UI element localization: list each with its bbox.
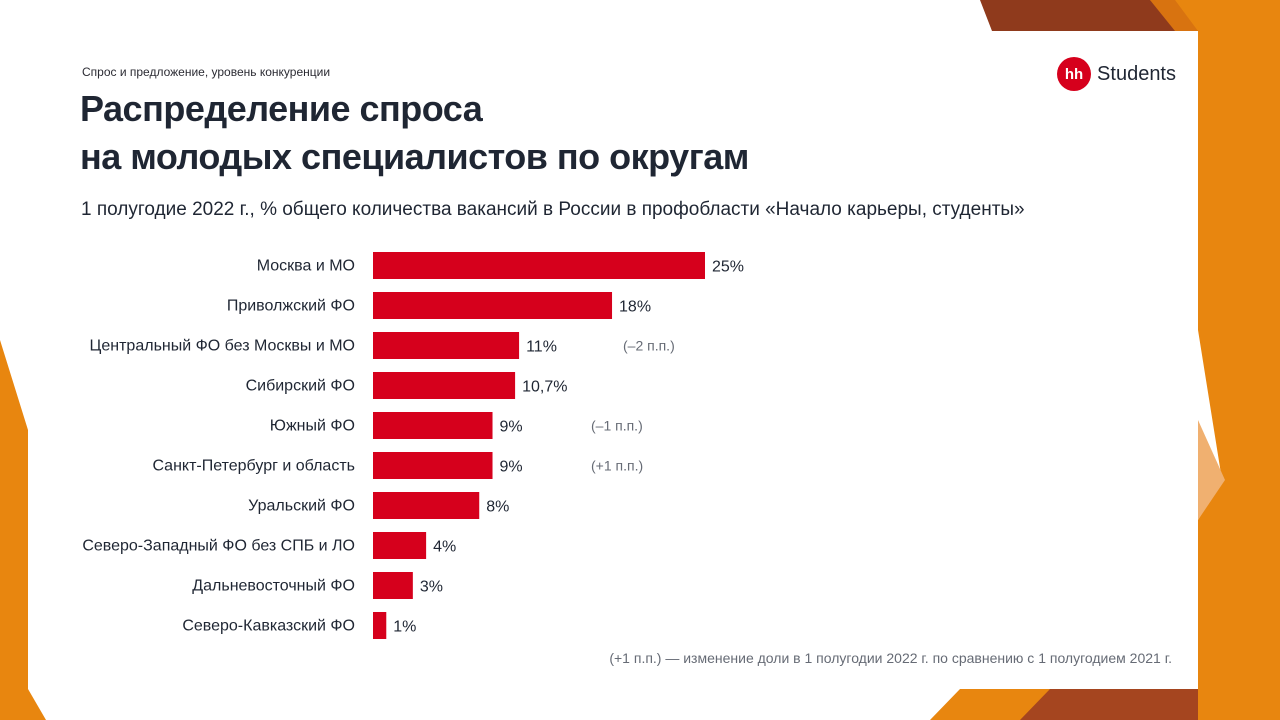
value-label: 9% (500, 419, 523, 436)
value-label: 4% (433, 539, 456, 556)
value-label: 18% (619, 299, 651, 316)
category-label: Приволжский ФО (227, 298, 355, 315)
hh-logo-icon: hh (1057, 57, 1092, 91)
bar (373, 372, 516, 399)
category-label: Северо-Кавказский ФО (182, 618, 355, 635)
value-label: 9% (500, 459, 523, 476)
bar-chart: Москва и МО 25% Приволжский ФО 18% Центральн… (82, 252, 744, 639)
right-light-wedge (1198, 420, 1225, 520)
bottom-brown-wedge (1020, 689, 1198, 720)
top-orange-wedge (1150, 0, 1198, 31)
bar (373, 452, 493, 479)
category-label: Санкт-Петербург и область (152, 458, 355, 475)
value-label: 10,7% (522, 379, 567, 396)
category-label: Дальневосточный ФО (192, 578, 355, 595)
bar (373, 532, 427, 559)
bar (373, 612, 387, 639)
bar (373, 252, 705, 279)
left-orange-panel (0, 340, 46, 720)
change-annotation: (–2 п.п.) (623, 338, 675, 354)
value-label: 8% (486, 499, 509, 516)
value-label: 11% (526, 339, 557, 356)
bar (373, 572, 413, 599)
category-label: Южный ФО (270, 418, 355, 435)
title-line-1: Распределение спроса (80, 88, 483, 129)
section-label: Спрос и предложение, уровень конкуренции (82, 65, 331, 79)
category-label: Северо-Западный ФО без СПБ и ЛО (82, 538, 355, 555)
bar (373, 412, 493, 439)
top-brown-wedge (980, 0, 1198, 31)
category-label: Сибирский ФО (246, 378, 355, 395)
category-label: Уральский ФО (248, 498, 355, 515)
slide-subtitle: 1 полугодие 2022 г., % общего количества… (81, 199, 1025, 220)
category-label: Москва и МО (257, 258, 355, 275)
hh-students-logo: hh Students (1057, 57, 1176, 91)
change-annotation: (+1 п.п.) (591, 458, 643, 474)
logo-text: Students (1097, 62, 1176, 85)
slide-title: Распределение спроса на молодых специали… (80, 85, 749, 181)
title-line-2: на молодых специалистов по округам (80, 136, 749, 177)
bar (373, 492, 480, 519)
change-annotation: (–1 п.п.) (591, 418, 643, 434)
category-label: Центральный ФО без Москвы и МО (90, 338, 355, 355)
bar (373, 292, 613, 319)
footnote: (+1 п.п.) — изменение доли в 1 полугодии… (609, 650, 1172, 666)
value-label: 3% (420, 579, 443, 596)
value-label: 25% (712, 259, 744, 276)
bar (373, 332, 520, 359)
slide-card: Спрос и предложение, уровень конкуренции… (28, 31, 1198, 689)
value-label: 1% (393, 619, 416, 636)
